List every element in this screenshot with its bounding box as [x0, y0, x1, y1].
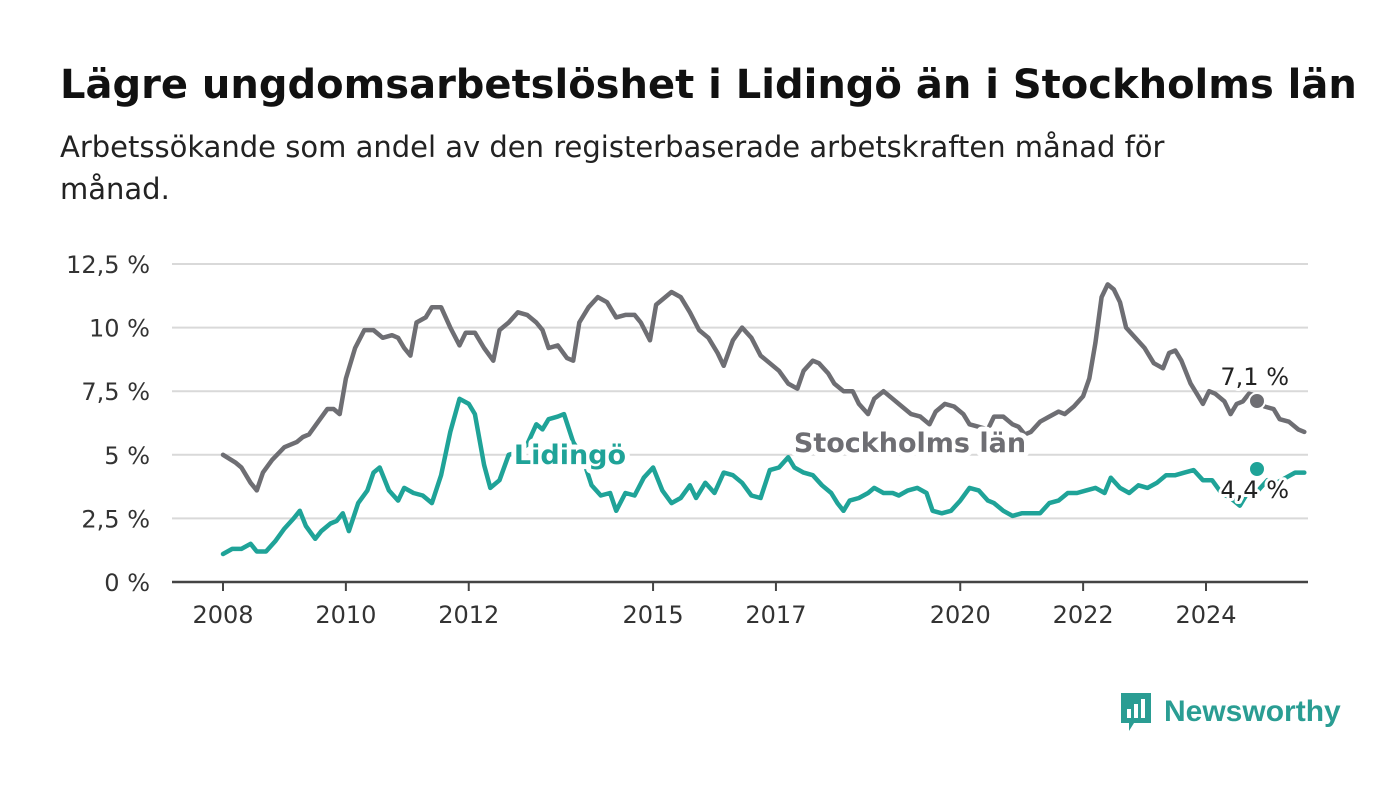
x-tick-label: 2008	[192, 601, 253, 629]
x-tick-label: 2010	[315, 601, 376, 629]
end-marker	[1248, 460, 1266, 478]
series-line-lidingo	[220, 396, 1307, 557]
y-tick-label: 10 %	[89, 315, 150, 343]
x-tick-label: 2024	[1175, 601, 1236, 629]
series-line-stockholms-lan	[220, 282, 1307, 493]
series-label: Lidingö	[514, 440, 626, 471]
x-tick-label: 2020	[930, 601, 991, 629]
x-tick-label: 2017	[745, 601, 806, 629]
series-label: Stockholms län	[794, 428, 1026, 459]
series-lines	[220, 282, 1307, 557]
chart-title: Lägre ungdomsarbetslöshet i Lidingö än i…	[60, 62, 1357, 108]
y-tick-label: 0 %	[104, 569, 150, 597]
y-tick-label: 5 %	[104, 442, 150, 470]
newsworthy-brand: Newsworthy	[1118, 688, 1341, 736]
x-tick-label: 2012	[438, 601, 499, 629]
end-value-label: 4,4 %	[1220, 476, 1289, 504]
y-tick-label: 12,5 %	[66, 251, 150, 279]
x-tick-label: 2015	[623, 601, 684, 629]
x-tick-label: 2022	[1053, 601, 1114, 629]
chart-subtitle: Arbetssökande som andel av den registerb…	[60, 130, 1165, 206]
brand-name: Newsworthy	[1164, 695, 1341, 728]
x-axis: 2008 2010 2012 2015 2017 2020 2022 2024	[172, 580, 1308, 629]
series-labels: 7,1 % Stockholms län 4,4 % Lidingö	[509, 360, 1292, 507]
y-tick-label: 2,5 %	[81, 505, 150, 533]
y-axis: 0 % 2,5 % 5 % 7,5 % 10 % 12,5 %	[66, 251, 150, 597]
end-value-label: 7,1 %	[1220, 363, 1289, 391]
end-marker	[1248, 392, 1266, 410]
y-tick-label: 7,5 %	[81, 378, 150, 406]
newsworthy-logo-icon	[1121, 693, 1151, 731]
